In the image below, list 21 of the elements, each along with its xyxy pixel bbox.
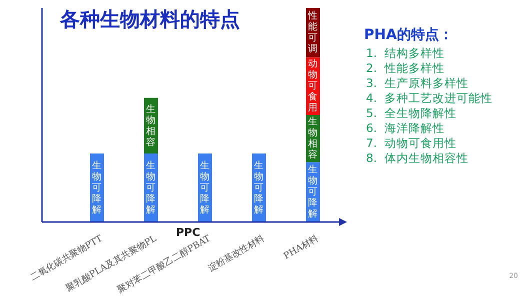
series-label: 动物可食用 — [308, 58, 318, 114]
text: 4. 多种工艺改进可能性 — [366, 91, 492, 106]
series-label: 生物可降解 — [92, 159, 102, 216]
text: 6. 海洋降解性 — [366, 121, 446, 136]
series-label: 生物相容 — [308, 116, 318, 161]
text: 生物可降解 — [308, 164, 318, 220]
text: PPC — [176, 226, 200, 239]
text: 生物可降解 — [146, 160, 156, 216]
text: 生物可降解 — [200, 160, 210, 216]
series-label: 性能可调 — [307, 10, 318, 55]
text: 生物可降解 — [254, 160, 264, 216]
text: 8. 体内生物相容性 — [366, 151, 470, 166]
text: PHA的特点： — [364, 26, 453, 44]
chart-title: 各种生物材料的特点 — [60, 6, 240, 33]
text: 1. 结构多样性 — [366, 46, 446, 61]
text: 7. 动物可食用性 — [366, 136, 458, 151]
text: 3. 生产原料多样性 — [366, 76, 470, 91]
x-tick-label: PHA材料 — [282, 233, 320, 262]
text: 5. 全生物降解性 — [366, 106, 458, 121]
text: 生物相容 — [146, 104, 156, 148]
text: 2. 性能多样性 — [366, 61, 446, 76]
